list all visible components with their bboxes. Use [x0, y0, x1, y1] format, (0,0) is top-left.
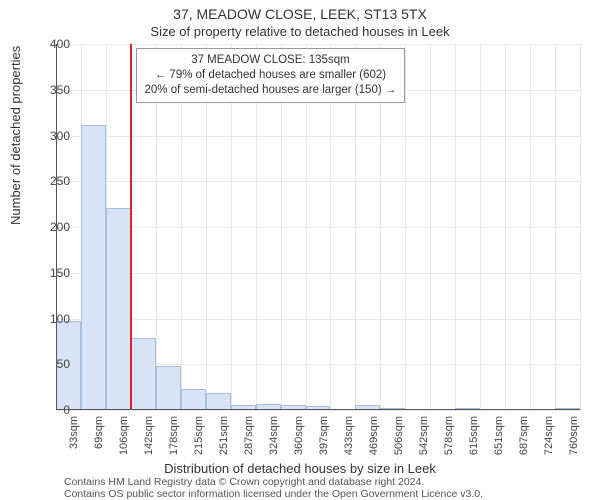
annotation-line: 37 MEADOW CLOSE: 135sqm	[145, 53, 397, 68]
xtick-label: 142sqm	[143, 416, 155, 456]
gridline-v	[405, 44, 406, 410]
gridline-h	[56, 227, 580, 228]
xtick-label: 433sqm	[343, 416, 355, 456]
gridline-h	[56, 181, 580, 182]
histogram-bar	[156, 366, 181, 410]
xtick-label: 251sqm	[218, 416, 230, 456]
xtick-label: 215sqm	[193, 416, 205, 456]
gridline-v	[530, 44, 531, 410]
gridline-h	[56, 273, 580, 274]
xtick-label: 615sqm	[468, 416, 480, 456]
gridline-v	[580, 44, 581, 410]
plot-area: 37 MEADOW CLOSE: 135sqm← 79% of detached…	[56, 44, 580, 410]
xtick-label: 687sqm	[518, 416, 530, 456]
annotation-line: ← 79% of detached houses are smaller (60…	[145, 68, 397, 83]
y-axis-label: Number of detached properties	[8, 46, 23, 225]
ytick-label: 250	[30, 174, 70, 188]
gridline-v	[505, 44, 506, 410]
gridline-h	[56, 136, 580, 137]
xtick-label: 324sqm	[268, 416, 280, 456]
ytick-label: 0	[30, 403, 70, 417]
histogram-bar	[181, 389, 206, 410]
xtick-label: 397sqm	[318, 416, 330, 456]
gridline-v	[555, 44, 556, 410]
xtick-label: 106sqm	[118, 416, 130, 456]
xtick-label: 69sqm	[93, 416, 105, 456]
reference-line	[130, 44, 132, 410]
histogram-bar	[131, 338, 156, 410]
ytick-label: 200	[30, 220, 70, 234]
footer-copyright-1: Contains HM Land Registry data © Crown c…	[64, 476, 424, 488]
ytick-label: 400	[30, 37, 70, 51]
xtick-label: 469sqm	[368, 416, 380, 456]
ytick-label: 150	[30, 266, 70, 280]
annotation-line: 20% of semi-detached houses are larger (…	[145, 83, 397, 98]
xtick-label: 578sqm	[443, 416, 455, 456]
xtick-label: 178sqm	[168, 416, 180, 456]
histogram-bar	[81, 125, 106, 410]
histogram-bar	[106, 208, 131, 410]
x-axis-line	[56, 409, 580, 410]
xtick-label: 724sqm	[543, 416, 555, 456]
xtick-label: 360sqm	[293, 416, 305, 456]
xtick-label: 760sqm	[568, 416, 580, 456]
chart-container: 37, MEADOW CLOSE, LEEK, ST13 5TX Size of…	[0, 0, 600, 500]
annotation-box: 37 MEADOW CLOSE: 135sqm← 79% of detached…	[136, 48, 406, 103]
xtick-label: 651sqm	[493, 416, 505, 456]
xtick-label: 506sqm	[393, 416, 405, 456]
x-axis-label: Distribution of detached houses by size …	[0, 461, 600, 476]
gridline-h	[56, 319, 580, 320]
xtick-label: 287sqm	[243, 416, 255, 456]
ytick-label: 350	[30, 83, 70, 97]
chart-title-address: 37, MEADOW CLOSE, LEEK, ST13 5TX	[0, 6, 600, 22]
chart-subtitle: Size of property relative to detached ho…	[0, 24, 600, 39]
histogram-bar	[206, 393, 231, 410]
footer-copyright-2: Contains OS public sector information li…	[64, 488, 483, 500]
gridline-h	[56, 410, 580, 411]
ytick-label: 100	[30, 312, 70, 326]
xtick-label: 542sqm	[418, 416, 430, 456]
ytick-label: 50	[30, 357, 70, 371]
gridline-v	[480, 44, 481, 410]
gridline-h	[56, 44, 580, 45]
xtick-label: 33sqm	[68, 416, 80, 456]
gridline-v	[455, 44, 456, 410]
gridline-v	[430, 44, 431, 410]
ytick-label: 300	[30, 129, 70, 143]
